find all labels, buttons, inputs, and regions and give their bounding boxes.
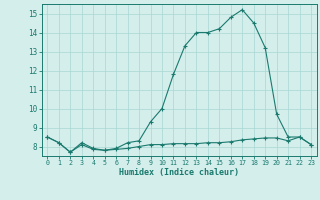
X-axis label: Humidex (Indice chaleur): Humidex (Indice chaleur) xyxy=(119,168,239,177)
